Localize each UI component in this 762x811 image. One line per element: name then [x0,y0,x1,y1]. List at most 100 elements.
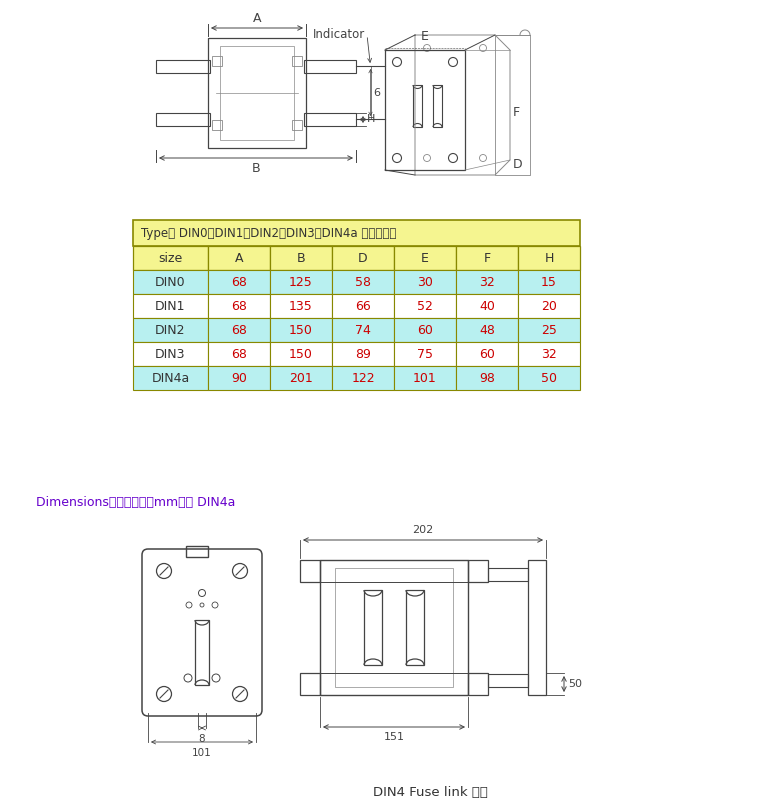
Bar [300,560,320,582]
Bar [270,270,332,294]
Text: 90: 90 [231,371,247,384]
Text: B: B [251,162,261,175]
Bar [488,674,528,687]
Bar [208,366,270,390]
Text: 32: 32 [541,347,557,361]
Bar [292,56,302,66]
Text: 32: 32 [479,276,495,289]
Bar [133,270,208,294]
Bar [394,270,456,294]
Bar [208,270,270,294]
Bar [133,246,208,270]
Text: A: A [253,12,261,25]
Bar [406,590,424,665]
Bar [270,294,332,318]
Bar [270,342,332,366]
Text: 68: 68 [231,276,247,289]
Bar [292,120,302,130]
Bar [133,220,580,246]
Text: 48: 48 [479,324,495,337]
Bar [456,246,518,270]
Bar [456,366,518,390]
Bar [468,673,488,695]
Bar [304,113,356,126]
Bar [270,246,332,270]
Bar [456,270,518,294]
Bar [208,318,270,342]
Bar [270,366,332,390]
Text: 150: 150 [289,324,313,337]
Text: 98: 98 [479,371,495,384]
Text: Type： DIN0、DIN1、DIN2、DIN3、DIN4a 尺寸示意图: Type： DIN0、DIN1、DIN2、DIN3、DIN4a 尺寸示意图 [141,226,396,239]
Bar [270,318,332,342]
Bar [394,342,456,366]
Bar [208,246,270,270]
Bar [394,366,456,390]
Bar [212,120,222,130]
Text: 50: 50 [541,371,557,384]
Text: 68: 68 [231,347,247,361]
Text: 101: 101 [192,748,212,758]
Bar [332,366,394,390]
Bar [456,294,518,318]
Bar [468,560,488,582]
Text: 52: 52 [417,299,433,312]
Text: F: F [483,251,491,264]
Bar [528,560,546,695]
Bar [518,318,580,342]
Bar [186,546,208,557]
Text: 89: 89 [355,347,371,361]
Text: 202: 202 [412,525,434,535]
Text: 66: 66 [355,299,371,312]
Bar [300,673,320,695]
Text: 75: 75 [417,347,433,361]
Text: H: H [367,114,376,125]
Bar [488,568,528,581]
Text: 58: 58 [355,276,371,289]
Text: 151: 151 [383,732,405,742]
Bar [332,294,394,318]
Text: Indicator: Indicator [312,28,365,41]
Text: 50: 50 [568,679,582,689]
Text: 30: 30 [417,276,433,289]
Bar [212,56,222,66]
Text: DIN0: DIN0 [155,276,186,289]
Bar [394,294,456,318]
Bar [518,366,580,390]
Bar [335,568,453,687]
Bar [518,342,580,366]
Text: E: E [421,30,429,43]
Text: 74: 74 [355,324,371,337]
Text: 101: 101 [413,371,437,384]
Text: B: B [296,251,306,264]
Text: DIN2: DIN2 [155,324,186,337]
Text: 125: 125 [289,276,313,289]
Bar [456,318,518,342]
Text: 25: 25 [541,324,557,337]
Text: 60: 60 [417,324,433,337]
Bar [320,560,468,695]
Text: 60: 60 [479,347,495,361]
Bar [413,85,422,127]
Bar [394,246,456,270]
Bar [220,46,294,140]
Text: H: H [544,251,554,264]
Text: 8: 8 [199,734,205,744]
Text: 15: 15 [541,276,557,289]
Text: 135: 135 [289,299,313,312]
Text: F: F [513,105,520,118]
Bar [456,342,518,366]
Text: D: D [513,158,523,171]
Text: 150: 150 [289,347,313,361]
Text: DIN4 Fuse link 熔体: DIN4 Fuse link 熔体 [373,787,488,800]
Bar [518,294,580,318]
Bar [133,342,208,366]
Bar [394,318,456,342]
Text: 122: 122 [351,371,375,384]
Bar [364,590,382,665]
Bar [208,342,270,366]
Bar [518,270,580,294]
Text: 68: 68 [231,299,247,312]
Bar [133,318,208,342]
Bar [133,294,208,318]
